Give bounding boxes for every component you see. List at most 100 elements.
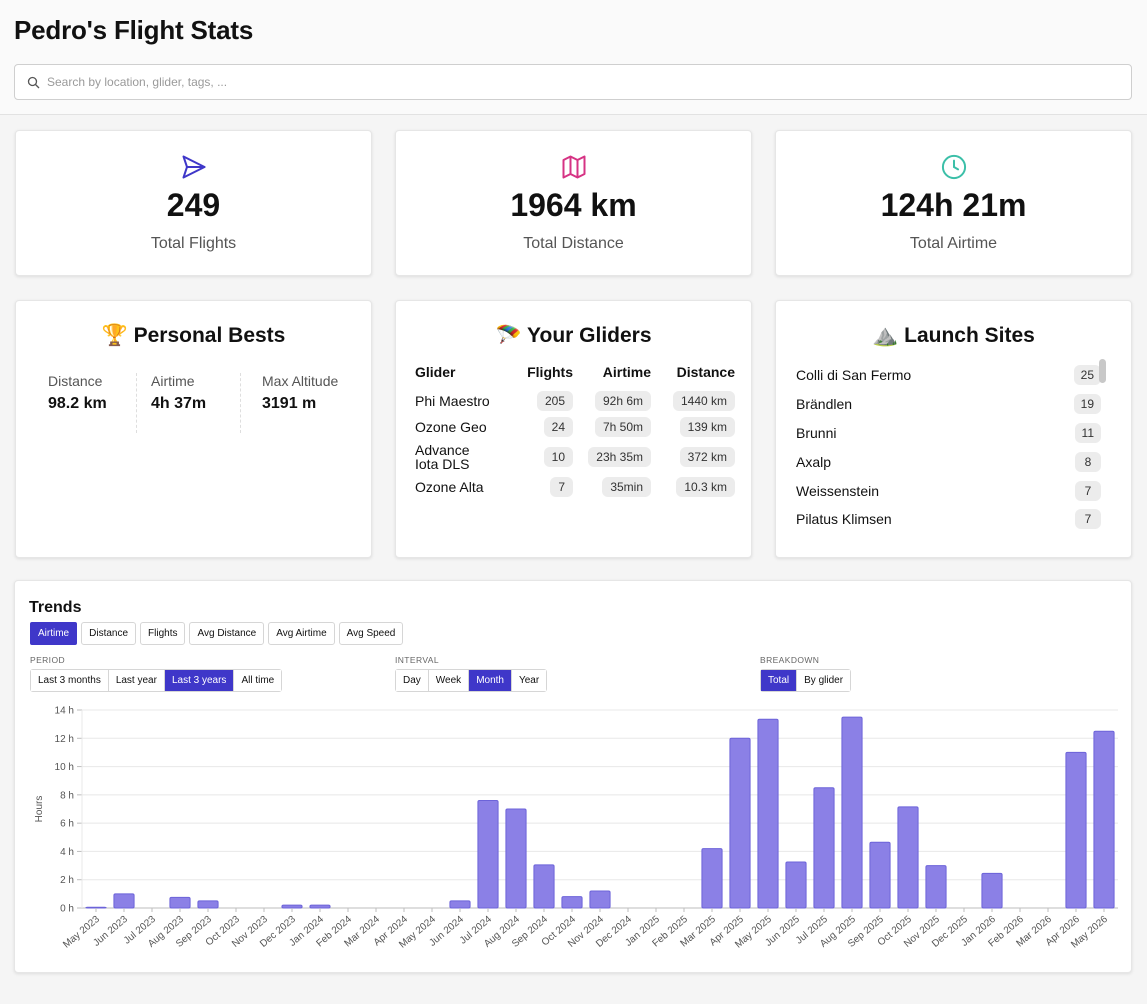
list-item[interactable]: Brändlen 19 xyxy=(796,390,1101,419)
trends-card: Trends Airtime Distance Flights Avg Dist… xyxy=(14,580,1132,973)
total-airtime-card: 124h 21m Total Airtime xyxy=(775,130,1132,276)
personal-bests-title: 🏆 Personal Bests xyxy=(101,324,286,347)
tab-distance[interactable]: Distance xyxy=(81,622,137,645)
bar xyxy=(561,896,583,909)
tab-avg-speed[interactable]: Avg Speed xyxy=(338,622,404,645)
glider-airtime: 35min xyxy=(602,477,651,497)
gliders-title: 🪂 Your Gliders xyxy=(495,324,652,347)
y-tick-label: 14 h xyxy=(55,706,74,717)
bar xyxy=(281,904,303,909)
period-last-3-months[interactable]: Last 3 months xyxy=(31,670,109,691)
glider-distance: 139 km xyxy=(679,417,735,437)
table-row[interactable]: Advance Iota DLS 10 23h 35m 372 km xyxy=(415,440,735,474)
glider-flights: 205 xyxy=(536,391,573,411)
glider-name: Advance Iota DLS xyxy=(415,442,470,472)
bar xyxy=(785,861,807,909)
scrollbar-thumb[interactable] xyxy=(1099,359,1106,383)
interval-year[interactable]: Year xyxy=(511,670,547,691)
tab-avg-distance[interactable]: Avg Distance xyxy=(189,622,265,645)
glider-flights: 24 xyxy=(543,417,573,437)
list-item[interactable]: Colli di San Fermo 25 xyxy=(796,361,1101,390)
stat-value: 1964 km xyxy=(510,187,637,223)
launch-sites-title: ⛰️ Launch Sites xyxy=(872,324,1035,347)
metric-tabs: Airtime Distance Flights Avg Distance Av… xyxy=(30,622,404,645)
bar xyxy=(981,872,1003,909)
glider-name: Phi Maestro xyxy=(415,393,490,409)
site-name: Colli di San Fermo xyxy=(796,367,912,384)
period-label: PERIOD xyxy=(30,655,65,665)
stat-value: 249 xyxy=(166,187,221,223)
site-count: 19 xyxy=(1073,394,1101,415)
bar xyxy=(813,787,835,909)
tab-avg-airtime[interactable]: Avg Airtime xyxy=(268,622,335,645)
list-item[interactable]: Axalp 8 xyxy=(796,447,1101,476)
bar xyxy=(869,841,891,909)
total-flights-card: 249 Total Flights xyxy=(15,130,372,276)
bar xyxy=(533,864,555,909)
breakdown-label: BREAKDOWN xyxy=(760,655,820,665)
y-tick-label: 8 h xyxy=(60,790,74,801)
glider-distance: 10.3 km xyxy=(676,477,735,497)
best-max-altitude: Max Altitude 3191 m xyxy=(240,373,356,433)
stat-label: Total Flights xyxy=(150,235,237,252)
bar xyxy=(1065,751,1087,909)
page-title: Pedro's Flight Stats xyxy=(14,15,254,45)
launch-sites-list[interactable]: Colli di San Fermo 25 Brändlen 19 Brunni 11… xyxy=(796,361,1101,537)
period-all-time[interactable]: All time xyxy=(234,670,282,691)
bar xyxy=(197,900,219,909)
site-count: 25 xyxy=(1073,365,1101,386)
list-item[interactable]: Brunni 11 xyxy=(796,419,1101,448)
period-last-3-years[interactable]: Last 3 years xyxy=(164,670,235,691)
interval-month[interactable]: Month xyxy=(469,670,512,691)
interval-week[interactable]: Week xyxy=(428,670,470,691)
breakdown-by-glider[interactable]: By glider xyxy=(797,670,851,691)
interval-selector: Day Week Month Year xyxy=(395,669,548,692)
bar xyxy=(841,716,863,909)
breakdown-total[interactable]: Total xyxy=(761,670,798,691)
site-name: Brunni xyxy=(796,424,837,441)
trends-title: Trends xyxy=(29,599,82,616)
table-row[interactable]: Ozone Geo 24 7h 50m 139 km xyxy=(415,414,735,440)
site-name: Axalp xyxy=(796,453,832,470)
bar xyxy=(505,808,527,909)
search-input[interactable] xyxy=(47,66,1117,98)
glider-name: Ozone Alta xyxy=(415,479,484,495)
glider-flights: 10 xyxy=(543,447,573,467)
breakdown-selector: Total By glider xyxy=(760,669,852,692)
glider-distance: 1440 km xyxy=(672,391,735,411)
period-last-year[interactable]: Last year xyxy=(108,670,165,691)
bar xyxy=(85,906,107,909)
site-count: 7 xyxy=(1075,509,1101,530)
bar xyxy=(449,900,471,909)
bar xyxy=(757,718,779,909)
list-item[interactable]: Weissenstein 7 xyxy=(796,476,1101,505)
tab-flights[interactable]: Flights xyxy=(140,622,186,645)
interval-label: INTERVAL xyxy=(395,655,439,665)
y-tick-label: 10 h xyxy=(55,762,74,773)
y-axis-label: Hours xyxy=(34,796,45,823)
interval-day[interactable]: Day xyxy=(396,670,429,691)
bar xyxy=(925,865,947,909)
list-item[interactable]: Pilatus Klimsen 7 xyxy=(796,505,1101,534)
y-tick-label: 0 h xyxy=(60,904,74,915)
search-box[interactable] xyxy=(14,64,1132,100)
header-bar: Pedro's Flight Stats xyxy=(0,0,1147,115)
send-icon xyxy=(182,155,205,179)
site-name: Brändlen xyxy=(796,396,853,413)
tab-airtime[interactable]: Airtime xyxy=(30,622,78,645)
glider-flights: 7 xyxy=(550,477,573,497)
stat-label: Total Airtime xyxy=(909,235,998,252)
site-count: 11 xyxy=(1074,422,1101,443)
bar xyxy=(169,896,191,909)
site-name: Pilatus Klimsen xyxy=(796,511,892,528)
bar xyxy=(897,806,919,909)
bar xyxy=(729,737,751,909)
y-tick-label: 12 h xyxy=(55,734,74,745)
glider-distance: 372 km xyxy=(679,447,735,467)
table-row[interactable]: Ozone Alta 7 35min 10.3 km xyxy=(415,474,735,500)
launch-sites-card: ⛰️ Launch Sites Colli di San Fermo 25 Brä… xyxy=(775,300,1132,558)
table-header-row: Glider Flights Airtime Distance xyxy=(415,364,735,380)
table-row[interactable]: Phi Maestro 205 92h 6m 1440 km xyxy=(415,388,735,414)
site-count: 8 xyxy=(1075,451,1101,472)
